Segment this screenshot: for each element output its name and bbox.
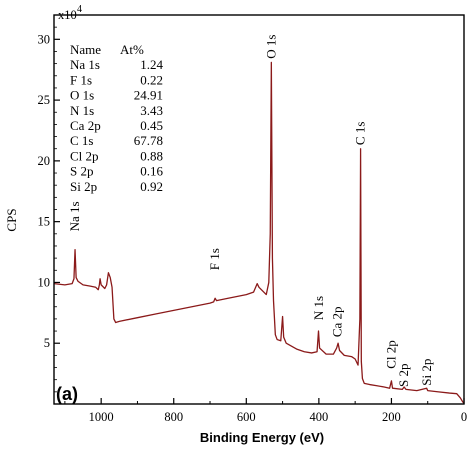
table-header-at: At% — [120, 42, 144, 57]
y-multiplier: x10 — [58, 8, 77, 22]
table-cell-element: C 1s — [70, 133, 93, 148]
table-cell-element: Ca 2p — [70, 118, 101, 133]
x-tick-label: 1000 — [89, 410, 114, 424]
peak-label: O 1s — [263, 35, 278, 59]
table-cell-percent: 67.78 — [134, 133, 163, 148]
table-rows: Na 1s 1.24 F 1s 0.22 O 1s 24.91 N 1s 3.43 Ca 2p 0… — [70, 57, 164, 194]
y-tick-label: 20 — [38, 154, 51, 168]
composition-table: Name At% Na 1s 1.24 F 1s 0.22 O 1s 24.91 N 1s 3… — [70, 42, 164, 194]
x-axis-title: Binding Energy (eV) — [200, 430, 324, 445]
table-cell-percent: 24.91 — [134, 88, 163, 103]
y-tick-label: 25 — [38, 93, 51, 107]
table-cell-element: Na 1s — [70, 57, 100, 72]
x-tick-label: 200 — [382, 410, 401, 424]
y-tick-label: 15 — [38, 215, 51, 229]
table-cell-percent: 1.24 — [140, 57, 163, 72]
peak-label: C 1s — [353, 122, 368, 145]
x-tick-label: 0 — [461, 410, 467, 424]
table-cell-element: O 1s — [70, 88, 94, 103]
table-cell-percent: 0.92 — [140, 179, 163, 194]
peak-label: N 1s — [311, 296, 326, 320]
peak-label: F 1s — [207, 248, 222, 270]
panel-label: (a) — [56, 384, 78, 404]
y-multiplier-exponent: 4 — [77, 4, 82, 15]
peak-label: Ca 2p — [330, 306, 345, 337]
table-cell-element: Cl 2p — [70, 148, 99, 163]
peak-label: Na 1s — [67, 201, 82, 231]
x-tick-label: 600 — [237, 410, 256, 424]
table-cell-element: Si 2p — [70, 179, 97, 194]
table-cell-percent: 0.22 — [140, 72, 163, 87]
plot-frame — [53, 14, 465, 405]
y-axis-title: CPS — [4, 208, 19, 231]
x-tick-label: 800 — [164, 410, 183, 424]
table-cell-element: S 2p — [70, 164, 93, 179]
table-cell-percent: 3.43 — [140, 103, 163, 118]
table-cell-percent: 0.45 — [140, 118, 163, 133]
spectrum-line — [53, 61, 465, 404]
peak-label: Cl 2p — [383, 340, 398, 369]
y-tick-label: 10 — [38, 275, 51, 289]
table-header-name: Name — [70, 42, 101, 57]
table-cell-percent: 0.16 — [140, 164, 163, 179]
y-tick-label: 5 — [44, 336, 50, 350]
table-cell-element: N 1s — [70, 103, 94, 118]
peak-label: S 2p — [396, 363, 411, 386]
table-cell-percent: 0.88 — [140, 148, 163, 163]
x-tick-label: 400 — [309, 410, 328, 424]
data-layer — [53, 61, 465, 404]
y-tick-label: 30 — [38, 32, 51, 46]
table-cell-element: F 1s — [70, 72, 92, 87]
peak-label: Si 2p — [419, 359, 434, 386]
